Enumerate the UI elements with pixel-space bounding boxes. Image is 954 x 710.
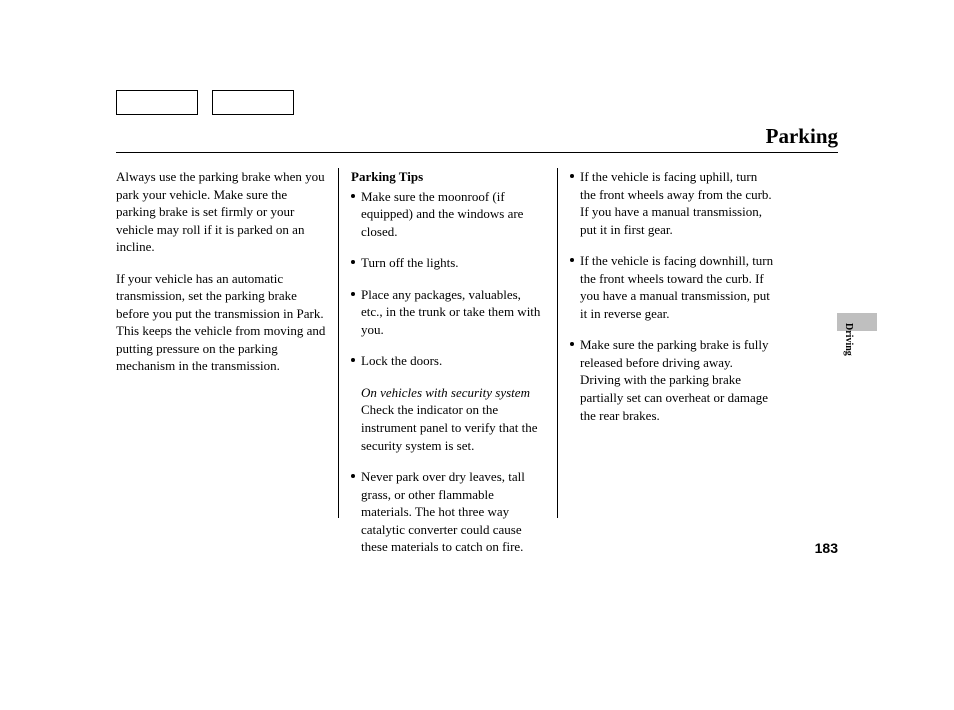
tip-text: Make sure the moonroof (if equipped) and… <box>361 189 523 239</box>
tip-text: Lock the doors. <box>361 353 442 368</box>
parking-tips-list-cont: If the vehicle is facing uphill, turn th… <box>570 168 774 424</box>
page-number: 183 <box>815 540 838 556</box>
tip-subnote-italic: On vehicles with security system <box>361 385 530 400</box>
nav-box-next[interactable] <box>212 90 294 115</box>
nav-box-prev[interactable] <box>116 90 198 115</box>
tip-text: Never park over dry leaves, tall grass, … <box>361 469 525 554</box>
parking-tips-list: Make sure the moonroof (if equipped) and… <box>351 188 545 556</box>
parking-tips-heading: Parking Tips <box>351 168 545 186</box>
column-3: If the vehicle is facing uphill, turn th… <box>558 168 786 570</box>
tip-item-4: Lock the doors. On vehicles with securit… <box>351 352 545 454</box>
column-2: Parking Tips Make sure the moonroof (if … <box>339 168 557 570</box>
tip-item-5: Never park over dry leaves, tall grass, … <box>351 468 545 556</box>
nav-box-row <box>116 90 294 115</box>
tip-item-8: Make sure the parking brake is fully rel… <box>570 336 774 424</box>
content-columns: Always use the parking brake when you pa… <box>116 168 846 570</box>
tip-item-1: Make sure the moonroof (if equipped) and… <box>351 188 545 241</box>
tip-item-2: Turn off the lights. <box>351 254 545 272</box>
tip-subnote: On vehicles with security system Check t… <box>361 384 545 454</box>
col1-para-2: If your vehicle has an automatic transmi… <box>116 270 326 375</box>
tip-item-3: Place any packages, valuables, etc., in … <box>351 286 545 339</box>
tip-text: Make sure the parking brake is fully rel… <box>580 337 768 422</box>
page-title: Parking <box>766 124 838 149</box>
tip-text: Turn off the lights. <box>361 255 459 270</box>
column-1: Always use the parking brake when you pa… <box>116 168 338 570</box>
tip-text: If the vehicle is facing uphill, turn th… <box>580 169 772 237</box>
section-tab-label: Driving <box>843 323 854 356</box>
tip-text: If the vehicle is facing downhill, turn … <box>580 253 773 321</box>
tip-text: Place any packages, valuables, etc., in … <box>361 287 540 337</box>
tip-subnote-rest: Check the indicator on the instrument pa… <box>361 402 538 452</box>
title-rule <box>116 152 838 153</box>
tip-item-6: If the vehicle is facing uphill, turn th… <box>570 168 774 238</box>
tip-item-7: If the vehicle is facing downhill, turn … <box>570 252 774 322</box>
manual-page: Parking Always use the parking brake whe… <box>0 0 954 710</box>
col1-para-1: Always use the parking brake when you pa… <box>116 168 326 256</box>
